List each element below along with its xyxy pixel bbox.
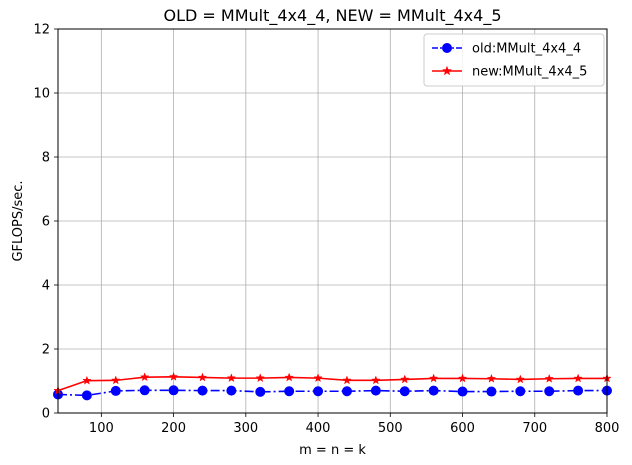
y-tick-label: 0 bbox=[42, 407, 50, 422]
legend-label: old:MMult_4x4_4 bbox=[472, 42, 581, 57]
x-tick-label: 200 bbox=[161, 421, 186, 436]
series-line bbox=[57, 376, 607, 392]
y-tick-label: 4 bbox=[42, 279, 50, 294]
data-point bbox=[342, 375, 352, 385]
data-point bbox=[573, 385, 584, 396]
series-layer bbox=[53, 371, 612, 401]
legend-box bbox=[423, 33, 605, 87]
data-point bbox=[226, 385, 237, 396]
legend-label: new:MMult_4x4_5 bbox=[472, 65, 587, 80]
data-point bbox=[226, 373, 237, 383]
data-point bbox=[371, 375, 381, 385]
data-point bbox=[139, 372, 150, 382]
data-point bbox=[486, 373, 497, 383]
data-point bbox=[399, 386, 410, 397]
x-tick-label: 600 bbox=[450, 421, 475, 436]
grid-lines bbox=[58, 28, 608, 414]
chart-title: OLD = MMult_4x4_4, NEW = MMult_4x4_5 bbox=[163, 6, 501, 26]
y-tick-label: 2 bbox=[42, 343, 50, 358]
y-tick-label: 6 bbox=[42, 215, 50, 230]
series-old bbox=[53, 385, 612, 401]
x-axis-label: m = n = k bbox=[299, 443, 366, 458]
data-point bbox=[400, 374, 410, 384]
x-tick-label: 500 bbox=[378, 421, 403, 436]
data-point bbox=[197, 372, 208, 382]
y-axis-label: GFLOPS/sec. bbox=[11, 180, 26, 261]
data-point bbox=[255, 373, 265, 383]
data-point bbox=[82, 375, 92, 385]
data-point bbox=[168, 385, 179, 396]
data-point bbox=[284, 372, 294, 382]
data-point bbox=[284, 386, 295, 397]
data-point bbox=[515, 386, 526, 397]
legend: old:MMult_4x4_4 new:MMult_4x4_5 bbox=[423, 33, 605, 87]
data-point bbox=[573, 373, 583, 383]
data-point bbox=[139, 385, 150, 396]
y-tick-label: 10 bbox=[33, 87, 50, 102]
data-point bbox=[110, 385, 121, 396]
axis-ticks: 100 200 300 400 500 600 700 800 0 2 4 6 8 10 12 bbox=[33, 23, 619, 437]
data-point bbox=[428, 373, 439, 383]
y-tick-label: 12 bbox=[33, 23, 50, 38]
data-point bbox=[370, 385, 381, 396]
y-tick-label: 8 bbox=[42, 151, 50, 166]
data-point bbox=[341, 386, 352, 397]
data-point bbox=[428, 385, 439, 396]
data-point bbox=[168, 371, 179, 381]
legend-marker bbox=[442, 43, 452, 53]
x-tick-label: 700 bbox=[522, 421, 547, 436]
data-point bbox=[81, 390, 92, 401]
data-point bbox=[313, 373, 323, 383]
x-tick-label: 800 bbox=[595, 421, 620, 436]
data-point bbox=[515, 374, 526, 384]
legend-marker bbox=[441, 65, 453, 76]
data-point bbox=[544, 373, 554, 383]
data-point bbox=[486, 386, 497, 397]
data-point bbox=[255, 386, 266, 397]
data-point bbox=[197, 385, 208, 396]
x-tick-label: 300 bbox=[233, 421, 258, 436]
data-point bbox=[111, 375, 121, 385]
data-point bbox=[457, 386, 468, 397]
data-point bbox=[544, 386, 555, 397]
x-tick-label: 400 bbox=[306, 421, 331, 436]
data-point bbox=[313, 386, 324, 397]
data-point bbox=[457, 373, 468, 383]
x-tick-label: 100 bbox=[89, 421, 114, 436]
